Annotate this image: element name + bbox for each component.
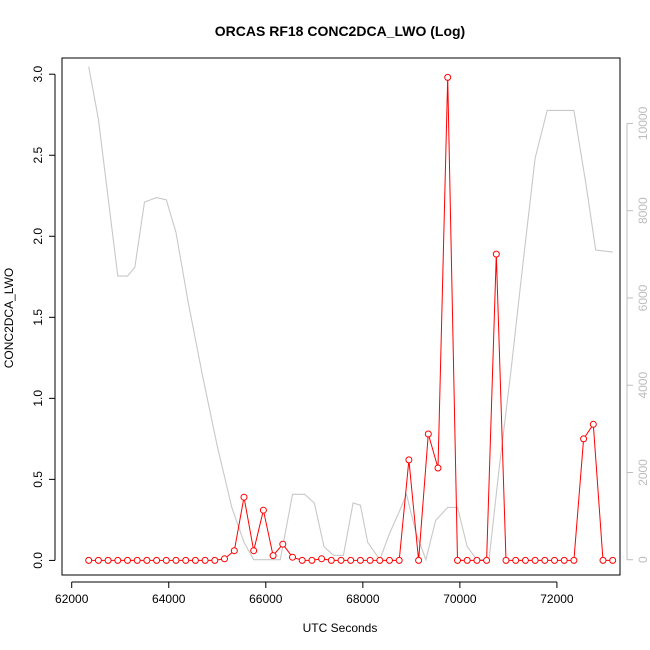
primary-data-point (521, 556, 529, 564)
primary-data-point (609, 556, 617, 564)
primary-data-point (221, 555, 228, 563)
primary-data-point (424, 430, 432, 438)
primary-data-point (454, 556, 461, 564)
primary-data-point (269, 552, 277, 560)
primary-data-point (347, 556, 355, 564)
primary-data-point (289, 553, 296, 561)
primary-data-point (541, 556, 549, 564)
primary-data-point (85, 556, 93, 564)
y2-tick-label: 6000 (636, 284, 650, 311)
primary-data-point (104, 556, 112, 564)
y-tick-label: 2.5 (31, 147, 45, 164)
primary-data-point (386, 556, 393, 564)
x-tick-label: 64000 (152, 592, 186, 606)
primary-data-point (492, 250, 500, 258)
primary-data-point (114, 556, 122, 564)
primary-data-point (589, 420, 597, 428)
primary-data-point (483, 556, 491, 564)
primary-data-point (250, 547, 258, 555)
primary-data-point (337, 556, 345, 564)
y-tick-label: 3.0 (31, 66, 45, 83)
primary-data-point (366, 556, 374, 564)
primary-data-point (201, 556, 209, 564)
primary-data-point (473, 556, 481, 564)
primary-data-point (570, 556, 578, 564)
primary-data-point (308, 556, 316, 564)
primary-data-point (230, 547, 238, 555)
y-tick-label: 1.0 (31, 390, 45, 407)
primary-data-point (434, 464, 442, 472)
x-tick-label: 62000 (55, 592, 89, 606)
y-tick-label: 1.5 (31, 309, 45, 326)
primary-data-point (182, 556, 190, 564)
primary-series-line (88, 77, 613, 561)
primary-data-point (395, 556, 403, 564)
primary-data-point (463, 556, 471, 564)
primary-data-point (133, 556, 141, 564)
primary-data-point (551, 556, 558, 564)
primary-data-point (512, 556, 520, 564)
plot-area: 62000 64000 66000 68000 70000 72000 0.0 0.5 1.0 1… (31, 57, 650, 606)
y2-tick-label: 4000 (636, 372, 650, 399)
primary-data-point (191, 556, 199, 564)
plot-frame (61, 57, 621, 576)
primary-data-point (143, 556, 151, 564)
x-tick-label: 68000 (346, 592, 380, 606)
primary-data-point (259, 506, 267, 514)
primary-data-point (502, 556, 510, 564)
primary-data-point (153, 556, 161, 564)
primary-data-point (531, 556, 539, 564)
primary-data-point (298, 556, 306, 564)
x-tick-label: 72000 (540, 592, 574, 606)
secondary-series-line (88, 66, 613, 562)
y2-tick-label: 10000 (636, 106, 650, 140)
primary-data-point (599, 556, 607, 564)
y-tick-label: 2.0 (31, 228, 45, 245)
primary-data-point (279, 540, 287, 548)
primary-data-point (356, 556, 364, 564)
primary-data-point (162, 556, 170, 564)
primary-data-point (94, 556, 102, 564)
x-axis-label: UTC Seconds (303, 621, 378, 635)
primary-data-point (415, 556, 423, 564)
y-tick-label: 0.0 (31, 552, 45, 569)
primary-data-point (580, 435, 588, 443)
primary-data-point (405, 456, 413, 464)
chart-title: ORCAS RF18 CONC2DCA_LWO (Log) (215, 23, 465, 39)
primary-data-point (444, 73, 452, 81)
x-tick-label: 66000 (249, 592, 283, 606)
primary-data-point (560, 556, 568, 564)
primary-data-point (172, 556, 180, 564)
y-tick-label: 0.5 (31, 471, 45, 488)
primary-data-point (376, 556, 384, 564)
y2-tick-label: 8000 (636, 197, 650, 224)
primary-data-point (240, 493, 248, 501)
x-tick-label: 70000 (443, 592, 477, 606)
primary-data-point (327, 556, 335, 564)
y2-tick-label: 2000 (636, 459, 650, 486)
primary-data-point (318, 555, 326, 563)
primary-data-point (211, 556, 219, 564)
y-axis-label: CONC2DCA_LWO (2, 268, 16, 368)
y2-tick-label: 0 (636, 556, 650, 563)
primary-data-point (124, 556, 131, 564)
